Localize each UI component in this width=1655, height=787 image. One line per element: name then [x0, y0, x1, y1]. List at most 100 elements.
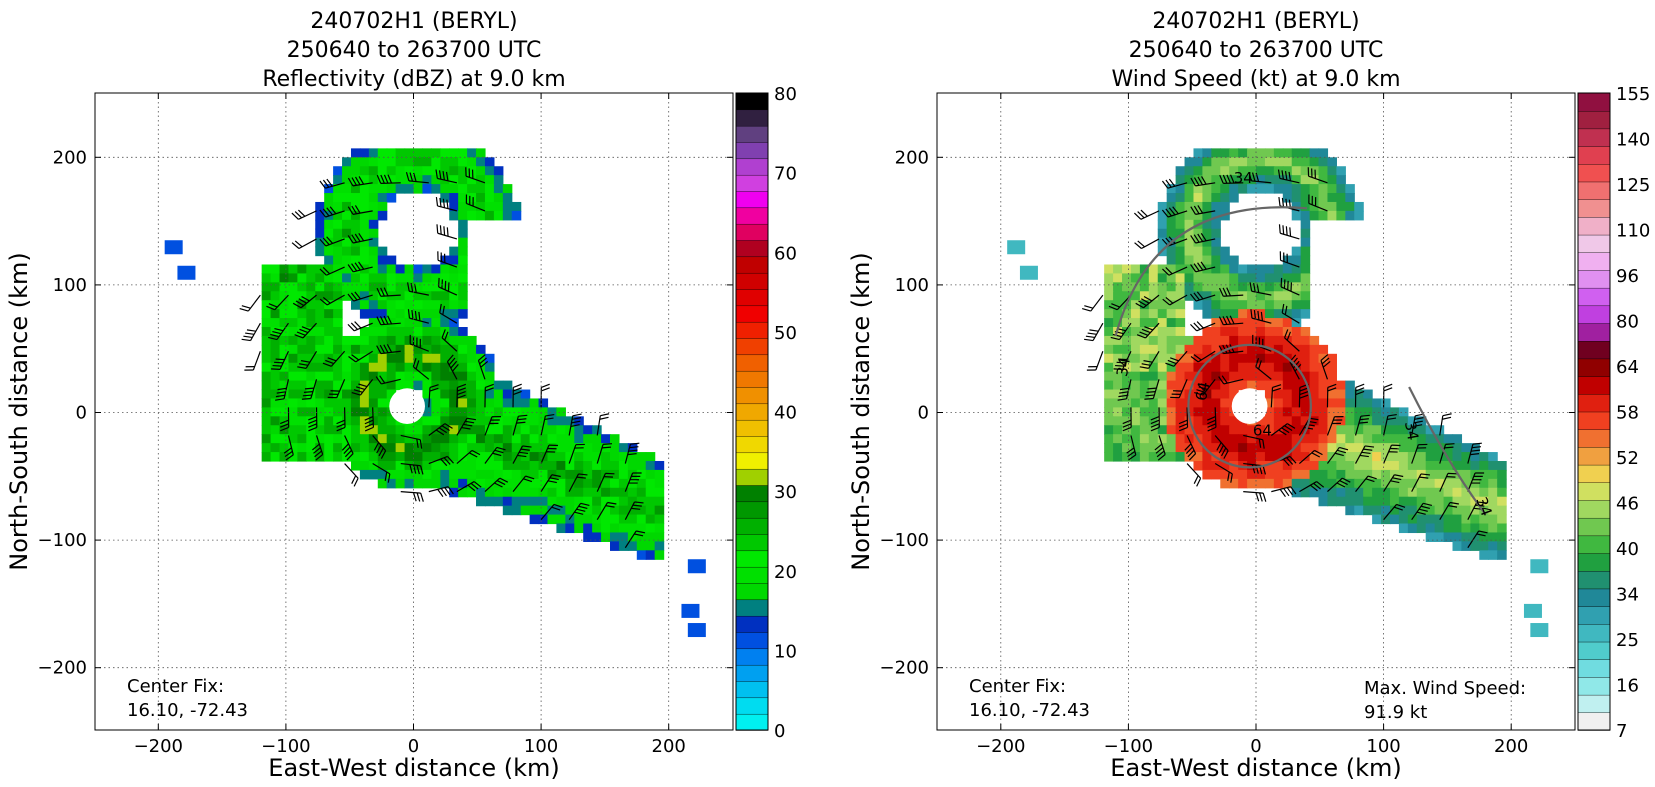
field-cell: [1309, 148, 1320, 158]
field-cell: [467, 344, 477, 355]
field-cell: [520, 496, 531, 507]
barb-feather: [380, 174, 385, 184]
field-cell: [377, 246, 388, 257]
field-cell: [1309, 175, 1320, 185]
field-cell: [636, 452, 647, 462]
field-cell: [1193, 425, 1204, 435]
field-cell: [1363, 487, 1373, 498]
barb-feather: [314, 450, 322, 458]
field-cell: [350, 452, 361, 462]
field-cell: [1256, 380, 1266, 391]
field-cell: [288, 452, 298, 462]
field-cell: [306, 335, 316, 346]
barb-feather: [1472, 442, 1482, 445]
field-cell: [1113, 300, 1123, 310]
plot-area: [95, 93, 733, 730]
field-cell: [1470, 460, 1480, 471]
field-cell: [1139, 327, 1150, 337]
field-cell: [377, 193, 388, 203]
field-cell: [1238, 443, 1248, 453]
field-cell: [350, 371, 361, 382]
x-tick-label: 0: [408, 736, 419, 757]
barb-feather: [1222, 174, 1228, 184]
field-cell: [359, 157, 370, 167]
barb-feather: [1218, 444, 1224, 454]
field-cell: [1220, 380, 1230, 391]
field-cell: [592, 469, 602, 480]
field-cell: [1229, 157, 1239, 167]
wind-barb: [1411, 502, 1433, 521]
field-cell: [440, 166, 450, 176]
field-cell: [297, 309, 307, 319]
field-cell: [1336, 478, 1346, 489]
field-cell: [1309, 210, 1320, 221]
wind-barb: [446, 354, 459, 380]
field-cell: [1193, 300, 1204, 310]
wind-barb: [456, 383, 467, 408]
field-cell: [1175, 380, 1186, 391]
barb-feather: [354, 233, 361, 242]
field-cell: [386, 416, 397, 426]
wind-barb: [1383, 413, 1397, 436]
wind-barb: [400, 491, 424, 502]
barb-feather: [1470, 453, 1480, 456]
field-cell: [493, 425, 504, 435]
field-cell: [565, 496, 575, 507]
barb-feather: [350, 292, 358, 301]
field-cell: [413, 291, 424, 301]
barb-feather: [435, 196, 439, 207]
field-cell: [583, 434, 593, 444]
field-cell: [1247, 157, 1257, 167]
field-cell: [1229, 425, 1239, 435]
field-cell: [386, 166, 397, 176]
field-cell: [565, 478, 575, 489]
field-cell: [1229, 175, 1239, 185]
field-cell: [404, 380, 415, 391]
field-cell: [1193, 166, 1204, 176]
field-cell: [1166, 282, 1177, 292]
field-cell: [1211, 425, 1221, 435]
field-cell: [458, 201, 468, 212]
field-cell: [1372, 398, 1382, 408]
field-cell: [1389, 443, 1400, 453]
field-cell: [1452, 487, 1463, 498]
field-cell: [359, 148, 370, 158]
field-cell: [1175, 300, 1186, 310]
field-cell: [610, 523, 620, 534]
field-cell: [1184, 282, 1195, 292]
field-cell: [1300, 264, 1311, 275]
field-cell: [1238, 380, 1248, 391]
field-cell: [1443, 514, 1454, 525]
field-cell: [1184, 371, 1195, 382]
field-cell: [261, 291, 272, 301]
field-cell: [511, 210, 522, 221]
field-cell: [1122, 327, 1132, 337]
field-cell: [1434, 425, 1445, 435]
field-cell: [1175, 193, 1186, 203]
field-cell: [1407, 460, 1418, 471]
wind-barb: [1355, 445, 1375, 464]
field-cell: [1104, 452, 1114, 462]
colorbar-tick-label: 52: [1616, 448, 1639, 469]
field-cell: [1273, 264, 1284, 275]
barb-feather: [1190, 206, 1196, 215]
field-cell: [1113, 318, 1123, 328]
field-cell: [404, 425, 415, 435]
field-cell: [1300, 228, 1311, 239]
barb-feather: [607, 501, 617, 505]
field-cell: [350, 219, 361, 230]
field-cell: [449, 201, 459, 212]
field-cell: [1247, 291, 1257, 301]
field-cell: [342, 407, 352, 417]
field-cell: [1264, 389, 1275, 400]
field-cell: [1309, 416, 1320, 426]
barb-feather: [326, 236, 334, 244]
field-cell: [636, 523, 647, 534]
field-cell: [654, 505, 665, 516]
field-cell: [1130, 327, 1141, 337]
field-cell: [458, 487, 468, 498]
field-cell: [386, 353, 397, 364]
field-cell: [610, 478, 620, 489]
field-cell: [1148, 380, 1159, 391]
colorbar-swatch: [735, 207, 769, 225]
